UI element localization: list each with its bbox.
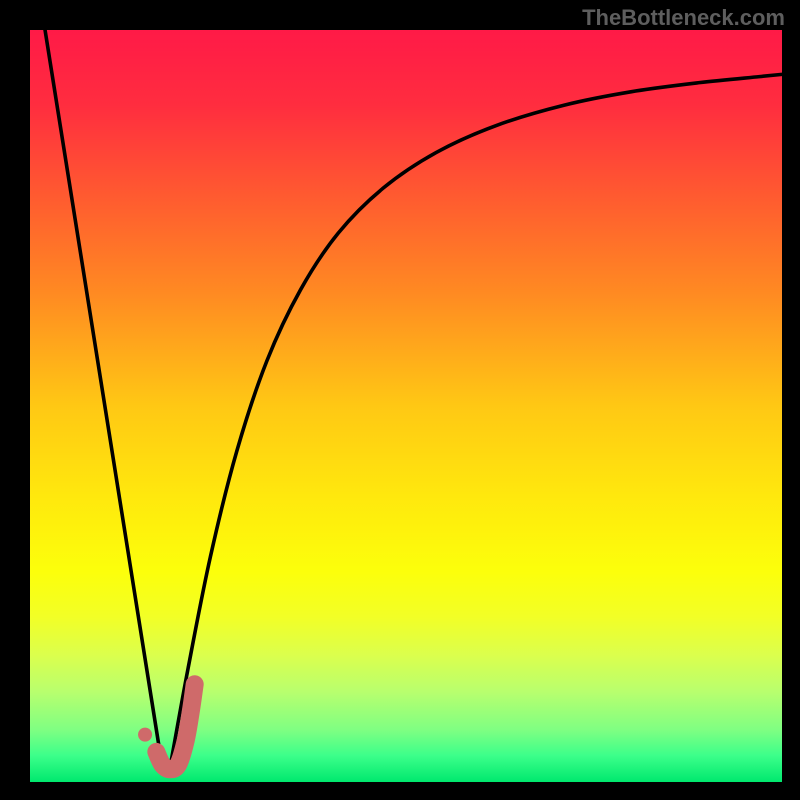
watermark-text: TheBottleneck.com xyxy=(582,5,785,31)
bottleneck-curve-right xyxy=(170,74,782,768)
figure-root: TheBottleneck.com xyxy=(0,0,800,800)
plot-area xyxy=(30,30,782,782)
highlight-point-marker xyxy=(138,728,152,742)
bottleneck-curve-left xyxy=(45,30,161,758)
curves-layer xyxy=(30,30,782,782)
